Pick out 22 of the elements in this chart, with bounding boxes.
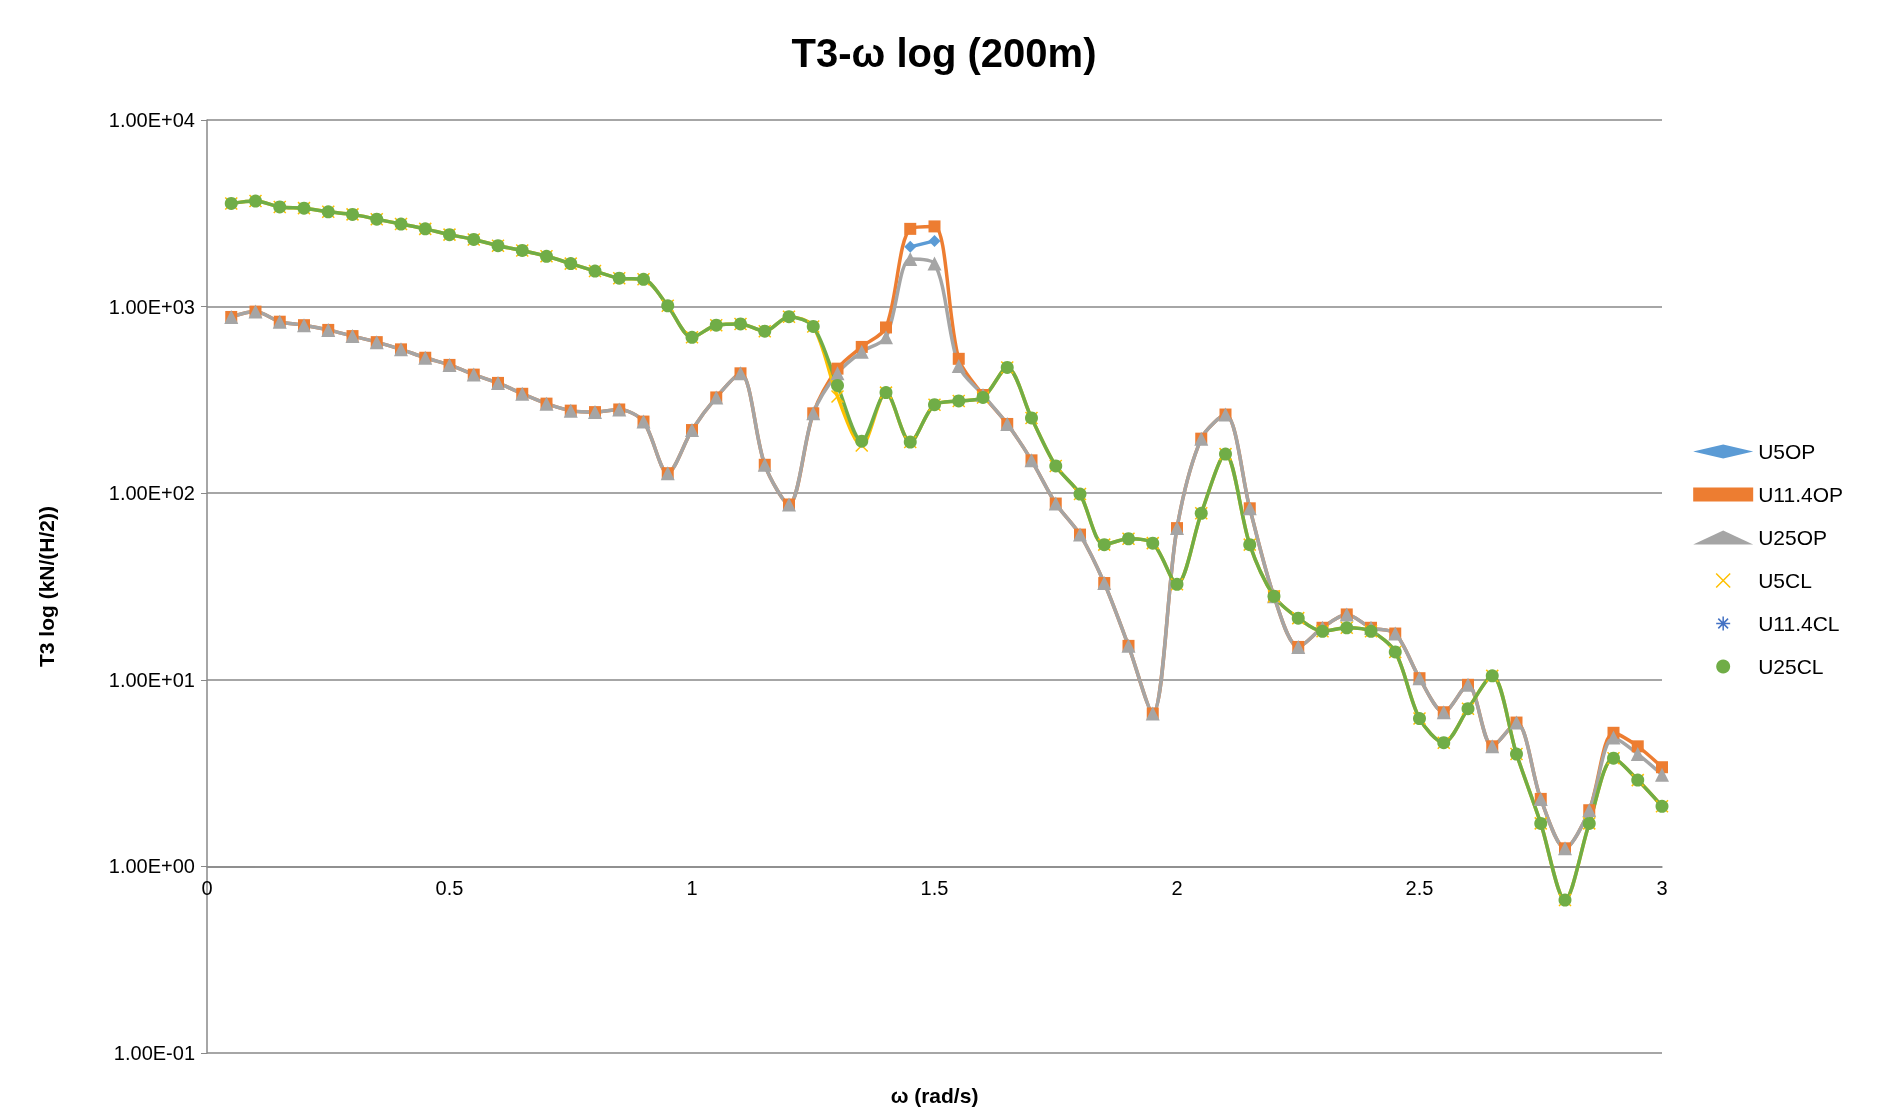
y-tick-label: 1.00E+04 [108,109,195,131]
x-tick-label: 2.5 [1405,877,1434,900]
y-tick-label: 1.00E-01 [113,1042,195,1064]
y-tick-label: 1.00E+03 [108,295,195,318]
legend-label: U11.4OP [1758,483,1844,506]
legend-label: U5CL [1758,569,1812,592]
x-tick-label: 0 [201,877,213,900]
legend-label: U25OP [1758,526,1828,549]
y-tick-label: 1.00E+01 [108,668,195,691]
chart-title: T3-ω log (200m) [791,31,1097,75]
x-tick-label: 1 [686,877,698,900]
x-tick-label: 2 [1171,877,1183,900]
legend-label: U25CL [1758,655,1824,678]
y-tick-label: 1.00E+00 [108,855,195,878]
legend-label: U11.4CL [1758,612,1840,635]
legend-label: U5OP [1758,440,1816,463]
x-tick-label: 1.5 [920,877,949,900]
x-axis-title: ω (rad/s) [890,1084,979,1107]
y-tick-label: 1.00E+02 [108,482,195,505]
y-axis-title: T3 log (kN/(H/2)) [35,506,58,667]
x-tick-label: 0.5 [435,877,464,900]
x-tick-label: 3 [1656,877,1668,900]
